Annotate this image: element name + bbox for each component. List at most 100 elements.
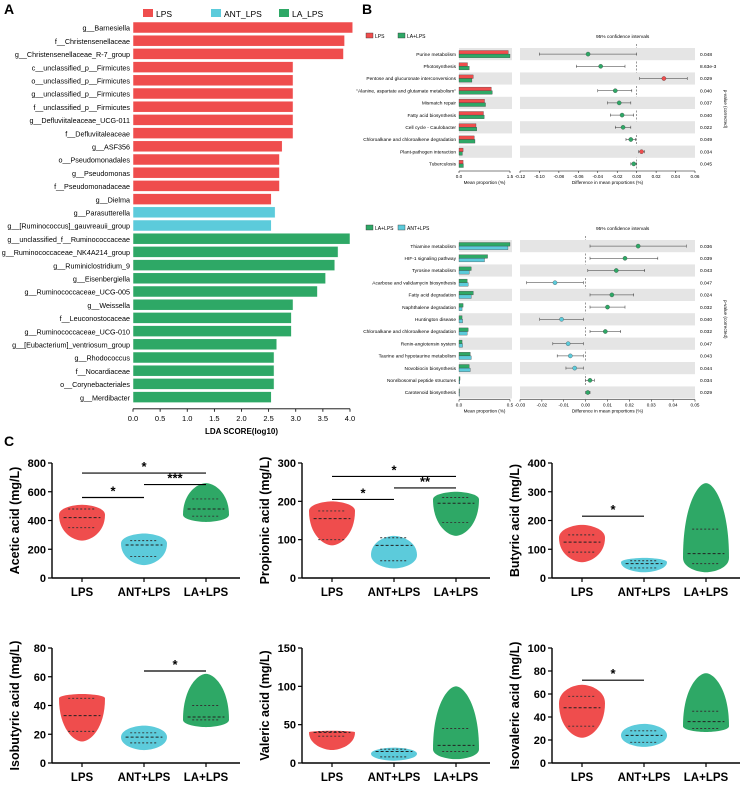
p-value: 0.029 [700, 390, 712, 396]
pathway-name: Pentose and glucuronate interconversions [366, 76, 456, 82]
violin-lalps [683, 673, 729, 732]
violin-y-axis-title: Butyric acid (mg/L) [508, 464, 522, 577]
violin-y-tick-label: 600 [28, 487, 46, 499]
p-value: 0.049 [700, 137, 712, 143]
lda-bar [132, 219, 272, 232]
mean-bar-b [458, 367, 471, 372]
lda-bar-label: g__Ruminococcaceae_UCG-010 [25, 327, 130, 336]
violin-x-tick-label: LPS [321, 587, 344, 599]
diff-point [609, 292, 615, 298]
p-value: 0.029 [700, 76, 712, 82]
lda-bar [132, 298, 294, 311]
violin-y-tick-label: 0 [290, 573, 296, 585]
lda-bar-label: g__unclassified_p__Firmicutes [31, 90, 130, 99]
lda-x-tick-label: 0.5 [155, 414, 165, 423]
pathway-legend-swatch [397, 32, 406, 39]
lda-bar [132, 312, 292, 324]
lda-bar-label: g__Ruminiclostridium_9 [53, 261, 130, 270]
mean-bar-b [458, 282, 469, 287]
violin-lps [309, 501, 355, 546]
right-tick-label: 0.05 [691, 403, 700, 408]
row-band-right [520, 145, 695, 158]
lda-chart: LPS ANT_LPS LA_LPS g__Barnesiella f__Christe… [2, 9, 355, 436]
mean-bar-a [458, 123, 477, 128]
row-band-right [520, 362, 695, 375]
violin-y-tick-label: 150 [278, 643, 296, 655]
mean-bar-b [458, 245, 509, 250]
mean-bar-b [458, 355, 472, 360]
mean-bar-a [458, 376, 461, 381]
lda-x-tick-label: 3.0 [291, 414, 301, 423]
significance-label: * [391, 462, 397, 477]
pathway-name: Carotenoid biosynthesis [405, 390, 457, 396]
right-axis-title: Difference in mean proportions (%) [572, 409, 644, 414]
violin-x-tick-label: ANT+LPS [118, 772, 171, 784]
right-tick-label: -0.03 [515, 403, 526, 408]
p-value: 0.036 [700, 244, 712, 250]
pathway-name: Acarbose and validamycin biosynthesis [372, 280, 456, 286]
violin-y-tick-label: 400 [28, 516, 46, 528]
violin-y-tick-label: 60 [34, 672, 46, 684]
mean-bar-b [458, 270, 470, 275]
violin-y-tick-label: 40 [534, 712, 546, 724]
lda-bar-label: g__Ruminococcaceae_NK4A214_group [2, 248, 130, 257]
pathway-name: Cell cycle - Caulobacter [405, 125, 456, 131]
violin-lps [59, 694, 105, 742]
lda-x-axis-title: LDA SCORE(log10) [205, 427, 278, 436]
row-band-right [520, 72, 695, 85]
right-tick-label: 0.02 [652, 174, 661, 179]
violin-y-axis-title: Acetic acid (mg/L) [8, 467, 22, 575]
diff-point [565, 341, 571, 346]
p-value-axis-title: p-value (corrected) [723, 90, 728, 129]
diff-point [631, 161, 637, 167]
lda-bar [132, 232, 351, 245]
row-band-left [459, 313, 512, 326]
violin-y-tick-label: 200 [278, 496, 296, 508]
right-tick-label: -0.04 [593, 174, 604, 179]
mean-bar-a [458, 242, 511, 247]
row-band-right [520, 386, 695, 399]
mean-bar-b [458, 127, 477, 132]
row-band-right [520, 313, 695, 326]
violin-x-tick-label: LPS [71, 772, 94, 784]
lda-bar-label: g__Eisenbergiella [73, 275, 130, 284]
lda-bar [132, 114, 294, 126]
p-value: 0.040 [700, 88, 712, 94]
right-tick-label: -0.02 [537, 403, 548, 408]
lda-bar-label: f__Leuconostocaceae [60, 314, 130, 323]
p-value-axis-title: p-value (corrected) [723, 300, 728, 339]
left-tick-label: 0.0 [456, 403, 463, 408]
mean-bar-b [458, 319, 463, 324]
right-tick-label: 0.04 [669, 403, 678, 408]
right-tick-label: 0.03 [647, 403, 656, 408]
violin-x-tick-label: LA+LPS [684, 587, 729, 599]
violin-chart-propionic: 0 100 200 300 Propionic acid (mg/L) LPS ANT+LP… [258, 457, 490, 599]
lda-bar [132, 48, 344, 60]
right-tick-label: -0.12 [515, 174, 526, 179]
diff-point [585, 390, 591, 395]
pathway-name: Novobiocin biosynthesis [405, 366, 457, 372]
violin-y-tick-label: 50 [284, 720, 296, 732]
lda-bar-label: g__[Ruminococcus]_gauvreauii_group [7, 222, 130, 231]
violin-antlps [121, 533, 167, 566]
pathway-name: Nonribosomal peptide structures [387, 378, 457, 384]
mean-bar-b [458, 90, 493, 95]
mean-bar-a [458, 254, 488, 259]
legend-swatch-lps [143, 9, 153, 17]
p-value: 0.039 [700, 256, 712, 262]
violin-y-tick-label: 20 [534, 735, 546, 747]
violin-x-tick-label: ANT+LPS [118, 587, 171, 599]
pathway-name: HIF-1 signaling pathway [405, 256, 457, 262]
violin-y-tick-label: 0 [40, 758, 46, 770]
lda-bar-label: f__Pseudomonadaceae [54, 182, 130, 191]
panel-label-a: A [4, 1, 14, 17]
diff-point [585, 51, 591, 57]
violin-y-tick-label: 100 [278, 681, 296, 693]
lda-bar-label: f__Nocardiaceae [76, 367, 130, 376]
mean-bar-a [458, 352, 471, 357]
mean-bar-a [458, 278, 468, 283]
lda-bar [132, 153, 280, 166]
significance-label: * [172, 657, 178, 672]
pathway-chart-la-vs-ant: LA+LPS ANT+LPS 95% confidence intervals Thi… [363, 224, 728, 414]
violin-x-tick-label: LPS [321, 772, 344, 784]
